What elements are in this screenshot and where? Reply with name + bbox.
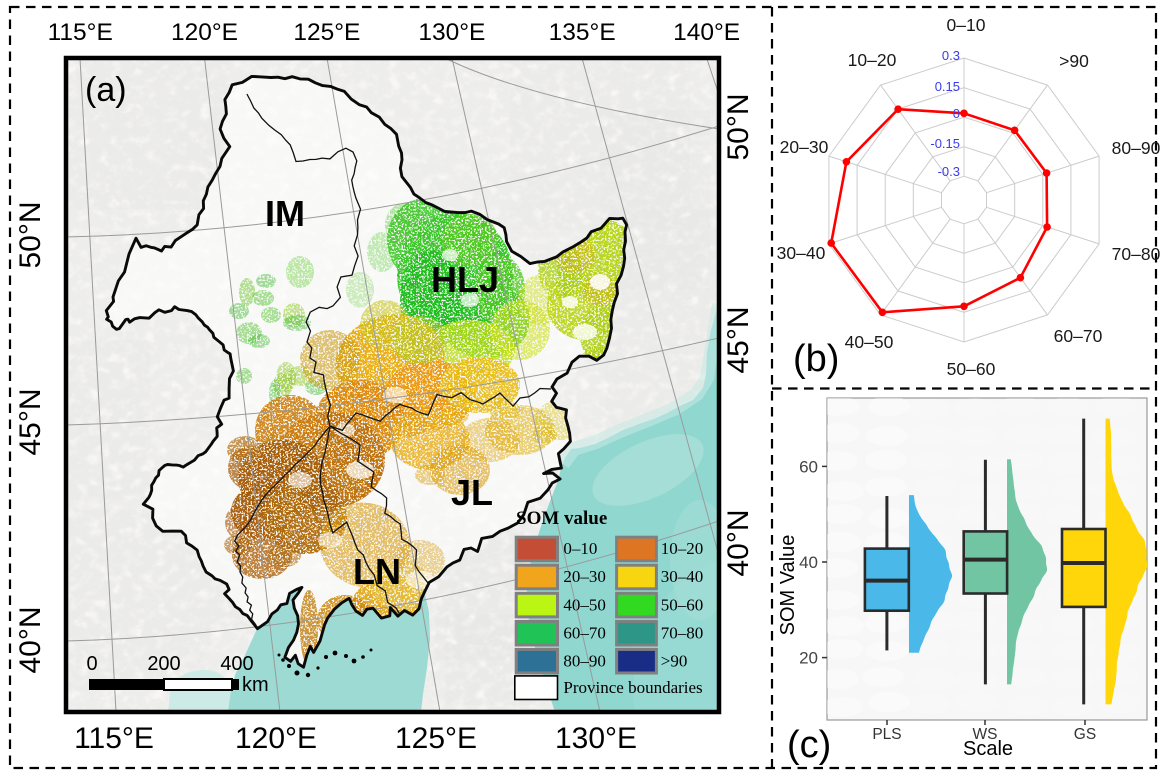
svg-text:(a): (a) <box>85 71 127 109</box>
svg-text:70–80: 70–80 <box>661 623 704 642</box>
svg-text:40–50: 40–50 <box>845 332 894 352</box>
svg-text:SOM Value: SOM Value <box>777 535 799 636</box>
svg-text:50°N: 50°N <box>14 201 47 268</box>
svg-text:40: 40 <box>799 553 818 572</box>
svg-text:60–70: 60–70 <box>1054 326 1103 346</box>
svg-text:50–60: 50–60 <box>661 595 704 614</box>
svg-text:115°E: 115°E <box>74 722 154 755</box>
svg-text:400: 400 <box>220 653 253 675</box>
svg-text:-0.3: -0.3 <box>938 164 960 179</box>
svg-text:(c): (c) <box>787 724 831 766</box>
svg-text:HLJ: HLJ <box>431 259 499 300</box>
svg-text:40°N: 40°N <box>14 606 47 673</box>
svg-text:80–90: 80–90 <box>563 651 606 670</box>
svg-text:50–60: 50–60 <box>947 359 996 379</box>
svg-text:20–30: 20–30 <box>563 567 606 586</box>
svg-text:(b): (b) <box>793 338 839 380</box>
svg-text:40°N: 40°N <box>722 509 755 576</box>
svg-text:0.3: 0.3 <box>942 48 960 63</box>
svg-text:GS: GS <box>1074 726 1096 743</box>
svg-text:WS: WS <box>973 726 998 743</box>
svg-text:60: 60 <box>799 457 818 476</box>
svg-text:0: 0 <box>86 653 97 675</box>
svg-text:LN: LN <box>353 551 401 592</box>
svg-text:0–10: 0–10 <box>563 539 597 558</box>
svg-text:130°E: 130°E <box>555 722 637 755</box>
svg-text:40–50: 40–50 <box>563 595 606 614</box>
svg-text:30–40: 30–40 <box>777 243 826 263</box>
svg-text:45°N: 45°N <box>14 388 47 455</box>
svg-text:30–40: 30–40 <box>661 567 704 586</box>
svg-text:120°E: 120°E <box>171 19 238 46</box>
svg-text:130°E: 130°E <box>418 19 485 46</box>
svg-text:Scale: Scale <box>963 738 1013 760</box>
svg-text:80–90: 80–90 <box>1112 138 1161 158</box>
svg-text:>90: >90 <box>1059 51 1089 71</box>
svg-text:10–20: 10–20 <box>848 50 897 70</box>
svg-text:140°E: 140°E <box>673 19 740 46</box>
svg-text:125°E: 125°E <box>293 19 360 46</box>
svg-text:0: 0 <box>953 106 960 121</box>
svg-text:-0.15: -0.15 <box>930 136 960 151</box>
svg-text:PLS: PLS <box>872 726 901 743</box>
svg-text:200: 200 <box>147 653 180 675</box>
svg-text:10–20: 10–20 <box>661 539 704 558</box>
svg-text:>90: >90 <box>661 651 688 670</box>
svg-text:115°E: 115°E <box>48 19 113 46</box>
svg-text:JL: JL <box>451 472 493 513</box>
svg-text:SOM value: SOM value <box>516 508 607 529</box>
svg-text:km: km <box>242 674 269 696</box>
svg-text:125°E: 125°E <box>395 722 477 755</box>
svg-text:0–10: 0–10 <box>947 15 986 35</box>
svg-text:IM: IM <box>265 193 305 234</box>
svg-text:0.15: 0.15 <box>935 79 960 94</box>
svg-text:135°E: 135°E <box>549 19 616 46</box>
svg-text:20: 20 <box>799 649 818 668</box>
svg-text:120°E: 120°E <box>235 722 317 755</box>
svg-text:50°N: 50°N <box>722 93 755 160</box>
svg-text:45°N: 45°N <box>722 306 755 373</box>
svg-text:Province boundaries: Province boundaries <box>563 678 702 697</box>
svg-text:60–70: 60–70 <box>563 623 606 642</box>
svg-text:20–30: 20–30 <box>780 137 829 157</box>
svg-text:70–80: 70–80 <box>1112 244 1161 264</box>
